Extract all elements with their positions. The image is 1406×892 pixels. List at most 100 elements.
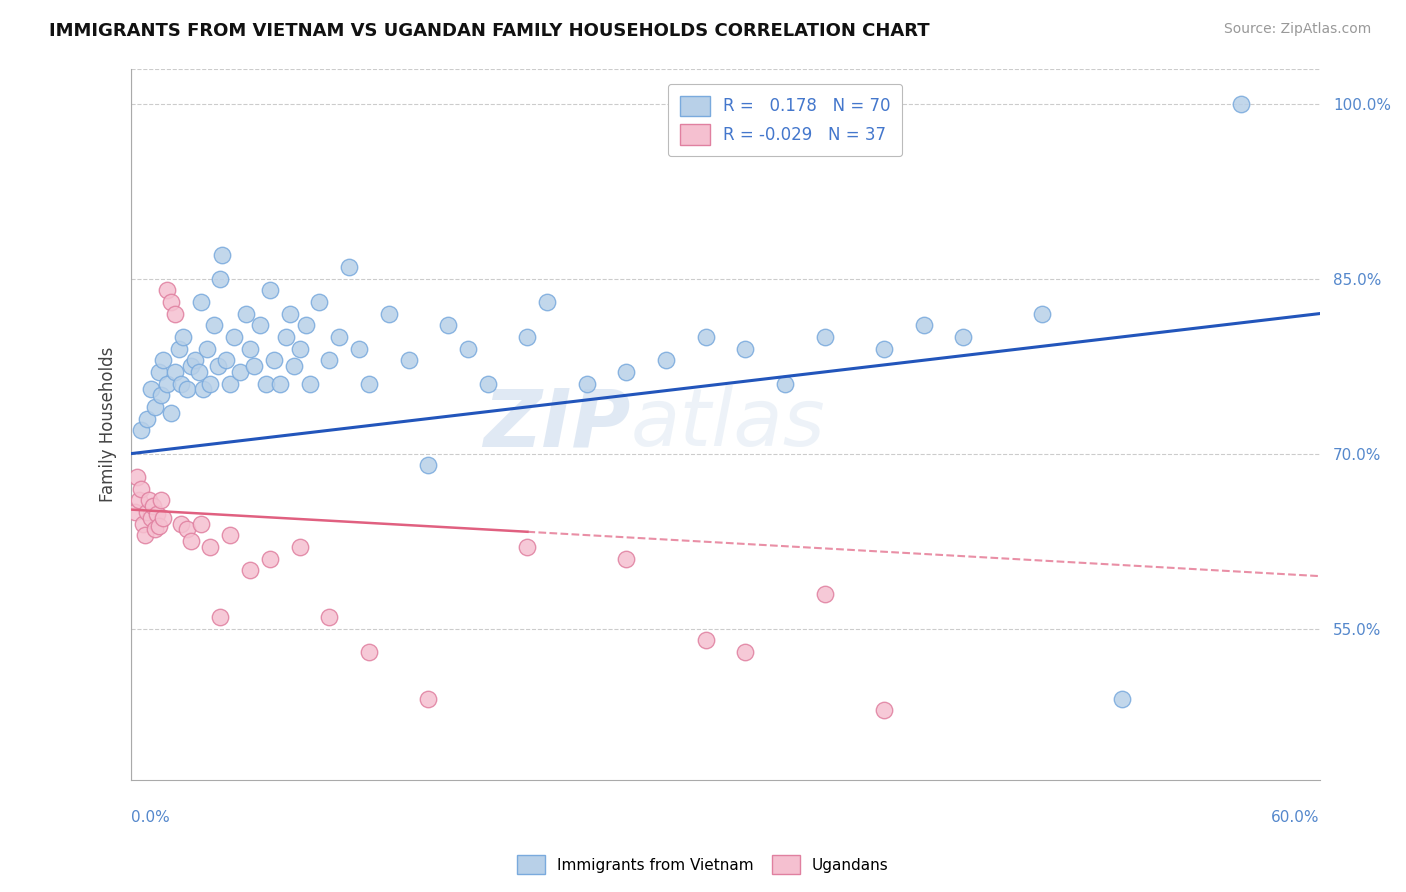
Point (124, 505, 146, 519)
Point (398, 353, 420, 368)
Point (288, 540, 311, 554)
Point (136, 411, 159, 425)
Point (773, 376, 796, 391)
Point (149, 493, 172, 508)
Point (1229, 96, 1251, 111)
Point (249, 318, 271, 333)
Point (328, 330, 350, 344)
Point (274, 330, 297, 344)
Legend: Immigrants from Vietnam, Ugandans: Immigrants from Vietnam, Ugandans (512, 849, 894, 880)
Point (219, 528, 242, 542)
Point (813, 330, 835, 344)
Text: atlas: atlas (630, 385, 825, 464)
Point (200, 376, 222, 391)
Legend: R =   0.178   N = 70, R = -0.029   N = 37: R = 0.178 N = 70, R = -0.029 N = 37 (668, 84, 903, 156)
Point (616, 551, 638, 566)
Point (1031, 307, 1053, 321)
Point (357, 376, 380, 391)
Point (952, 330, 974, 344)
Text: IMMIGRANTS FROM VIETNAM VS UGANDAN FAMILY HOUSEHOLDS CORRELATION CHART: IMMIGRANTS FROM VIETNAM VS UGANDAN FAMIL… (49, 22, 929, 40)
Point (129, 423, 152, 437)
Point (457, 342, 479, 356)
Point (190, 294, 212, 309)
Point (139, 510, 162, 524)
Point (211, 248, 233, 262)
Point (283, 359, 305, 373)
Point (176, 523, 198, 537)
Point (437, 318, 460, 333)
Point (146, 508, 169, 522)
Point (229, 365, 252, 379)
Point (142, 499, 165, 513)
Point (183, 353, 205, 368)
Point (1111, 691, 1133, 706)
Point (695, 330, 717, 344)
Point (477, 376, 499, 391)
Point (308, 294, 330, 309)
Point (128, 493, 150, 508)
Point (418, 691, 440, 706)
Point (156, 376, 179, 391)
Point (180, 534, 202, 549)
Point (170, 516, 193, 531)
Point (516, 540, 538, 554)
Point (149, 388, 172, 402)
Point (813, 587, 835, 601)
Point (347, 342, 370, 356)
Point (148, 519, 170, 533)
Point (298, 376, 321, 391)
Point (180, 359, 202, 373)
Point (190, 516, 212, 531)
Point (148, 365, 170, 379)
Point (278, 307, 301, 321)
Point (172, 330, 194, 344)
Point (143, 400, 166, 414)
Point (239, 563, 262, 577)
Point (207, 359, 229, 373)
Point (191, 383, 214, 397)
Point (294, 318, 316, 333)
Point (616, 365, 638, 379)
Point (378, 307, 401, 321)
Point (536, 294, 558, 309)
Text: 0.0%: 0.0% (131, 810, 170, 824)
Point (219, 376, 242, 391)
Y-axis label: Family Households: Family Households (100, 347, 117, 502)
Point (912, 318, 935, 333)
Point (143, 523, 166, 537)
Point (138, 493, 160, 508)
Point (127, 470, 149, 484)
Point (209, 610, 232, 624)
Point (204, 318, 226, 333)
Point (269, 376, 291, 391)
Point (170, 376, 193, 391)
Point (357, 645, 380, 659)
Point (873, 342, 896, 356)
Text: ZIP: ZIP (484, 385, 630, 464)
Point (243, 359, 266, 373)
Point (134, 528, 156, 542)
Point (418, 458, 440, 473)
Point (152, 353, 174, 368)
Point (337, 260, 360, 274)
Point (129, 482, 152, 496)
Point (318, 353, 340, 368)
Point (156, 283, 179, 297)
Point (187, 365, 209, 379)
Point (224, 330, 246, 344)
Point (176, 383, 198, 397)
Point (288, 342, 311, 356)
Point (695, 633, 717, 648)
Point (734, 645, 756, 659)
Point (318, 610, 340, 624)
Point (734, 342, 756, 356)
Point (163, 307, 186, 321)
Point (160, 294, 183, 309)
Point (167, 342, 190, 356)
Point (195, 342, 218, 356)
Point (136, 505, 159, 519)
Point (139, 383, 162, 397)
Point (209, 271, 232, 285)
Point (259, 283, 281, 297)
Point (239, 342, 262, 356)
